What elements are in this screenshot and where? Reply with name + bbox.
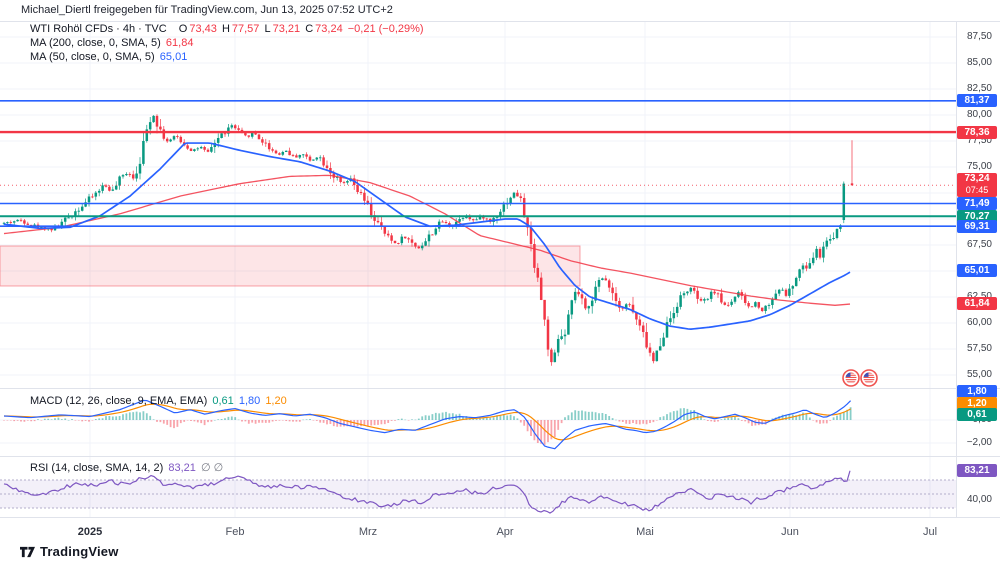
supply-zone-rectangle[interactable]: [0, 245, 581, 287]
close-value: 73,24: [315, 23, 343, 35]
change-value: −0,21 (−0,29%): [347, 23, 424, 35]
low-label: L: [264, 23, 271, 35]
ma50-value: 65,01: [159, 51, 188, 63]
rsi-line: [3, 470, 851, 514]
macd-histogram-negative: [3, 420, 832, 445]
ma200-line: [3, 174, 851, 306]
rsi-label: RSI (14, close, SMA, 14, 2): [30, 462, 164, 474]
symbol-title: WTI Rohöl CFDs · 4h · TVC: [30, 23, 167, 35]
high-label: H: [221, 23, 230, 35]
low-value: 73,21: [272, 23, 301, 35]
economic-event-us-flag-icon[interactable]: [842, 369, 860, 387]
macd-hist-value: 0,61: [212, 395, 234, 407]
macd-label: MACD (12, 26, close, 9, EMA, EMA): [30, 395, 208, 407]
macd-signal-line: [3, 403, 851, 441]
macd-line-value: 1,80: [238, 395, 261, 407]
ma50-legend-row[interactable]: MA (50, close, 0, SMA, 5) 65,01: [30, 51, 189, 63]
attribution-text: Michael_Diertl freigegeben für TradingVi…: [21, 4, 393, 16]
macd-legend-row[interactable]: MACD (12, 26, close, 9, EMA, EMA) 0,61 1…: [30, 395, 289, 407]
open-label: O: [178, 23, 188, 35]
rsi-extra-values: ∅ ∅: [200, 462, 224, 474]
ma50-line: [3, 142, 851, 330]
candles-down-series: [9, 114, 854, 366]
ma200-label: MA (200, close, 0, SMA, 5): [30, 37, 161, 49]
macd-histogram-positive: [37, 407, 852, 421]
ma50-label: MA (50, close, 0, SMA, 5): [30, 51, 155, 63]
tradingview-logo-text: TradingView: [40, 544, 119, 559]
close-label: C: [305, 23, 314, 35]
ma200-value: 61,84: [165, 37, 194, 49]
tradingview-logo-icon: [20, 546, 35, 558]
high-value: 77,57: [231, 23, 260, 35]
open-value: 73,43: [189, 23, 217, 35]
tradingview-logo[interactable]: TradingView: [20, 544, 119, 559]
ma200-legend-row[interactable]: MA (200, close, 0, SMA, 5) 61,84: [30, 37, 195, 49]
symbol-legend-row[interactable]: WTI Rohöl CFDs · 4h · TVC O 73,43 H 77,57 …: [30, 23, 426, 35]
macd-line: [3, 399, 852, 450]
rsi-legend-row[interactable]: RSI (14, close, SMA, 14, 2) 83,21 ∅ ∅: [30, 461, 225, 474]
rsi-value: 83,21: [168, 462, 196, 474]
economic-event-us-flag-icon[interactable]: [860, 369, 878, 387]
macd-signal-value: 1,20: [265, 395, 287, 407]
